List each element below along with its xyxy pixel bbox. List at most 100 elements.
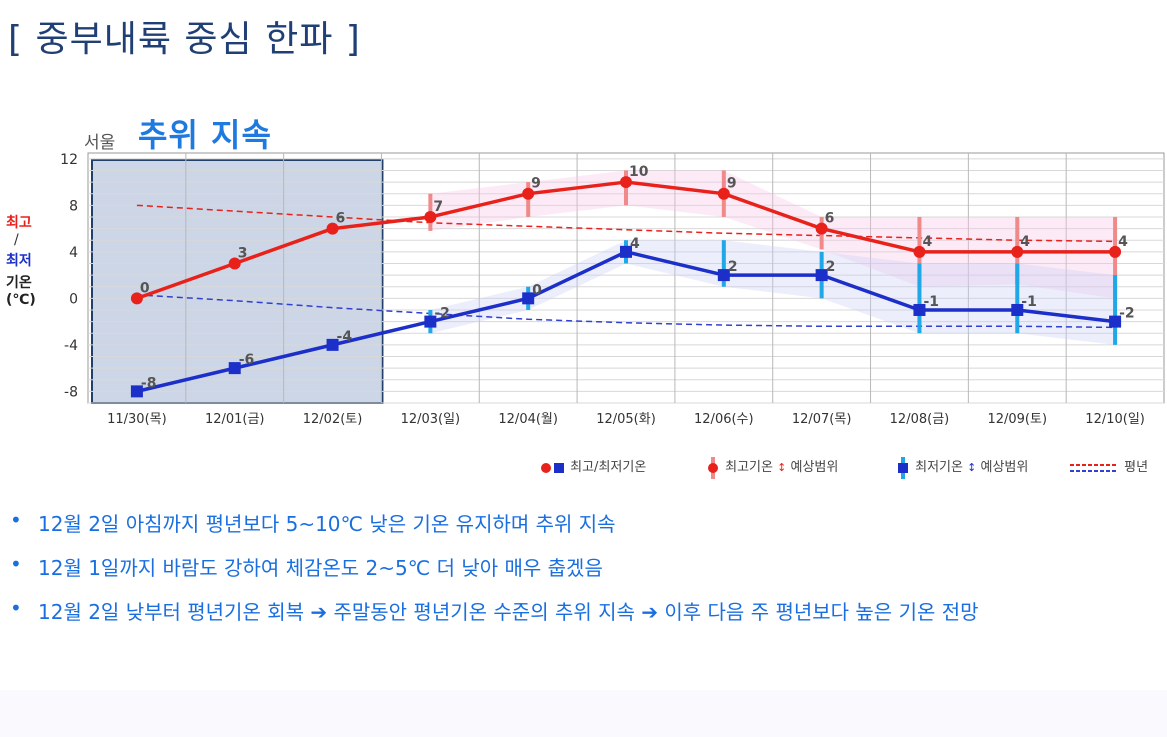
legend-high-range-suffix: 예상범위 (790, 460, 839, 475)
legend-normal: 평년 (1068, 456, 1148, 475)
legend-highlow-label: 최고/최저기온 (570, 460, 647, 475)
low-temp-point (717, 269, 730, 282)
low-temp-label: 0 (532, 282, 542, 298)
low-range-bar (1113, 275, 1118, 345)
low-temp-label: -2 (1119, 306, 1135, 322)
x-tick-label: 12/05(화) (596, 412, 656, 427)
x-tick-label: 11/30(목) (107, 412, 167, 427)
chart-subtitle: 추위 지속 (138, 116, 272, 154)
low-temp-point (1011, 303, 1024, 316)
x-tick-label: 12/07(목) (792, 412, 852, 427)
low-temp-label: -2 (434, 306, 450, 322)
legend-low-range-marker (898, 456, 908, 479)
x-tick-label: 12/03(일) (401, 412, 461, 427)
x-tick-label: 12/02(토) (303, 412, 363, 427)
bullet-item: • 12월 2일 낮부터 평년기온 회복 ➔ 주말동안 평년기온 수준의 추위 … (10, 596, 979, 640)
y-tick-label: 8 (69, 198, 78, 214)
y-tick-label: -8 (64, 384, 78, 400)
y-axis-label-slash: / (14, 232, 19, 248)
low-range-bar (1015, 263, 1020, 334)
bullet-marker: • (10, 552, 22, 576)
low-temp-point (424, 315, 437, 328)
x-tick-label: 12/04(월) (498, 412, 558, 427)
legend-highlow: 최고/최저기온 (540, 456, 646, 475)
legend-normal-marker (1070, 463, 1118, 472)
high-temp-label: 10 (629, 164, 649, 180)
high-temp-point (717, 187, 730, 200)
low-range-band (430, 240, 1116, 345)
updown-arrow-icon: ↕ (967, 461, 977, 474)
low-temp-point (522, 292, 535, 305)
high-temp-point (228, 257, 241, 270)
footer-band (0, 690, 1167, 737)
high-temp-point (522, 187, 535, 200)
y-tick-label: 4 (69, 245, 78, 261)
high-temp-point (326, 222, 339, 235)
low-temp-point (326, 338, 339, 351)
low-temp-point (620, 245, 632, 258)
low-temp-point (228, 362, 241, 375)
low-temp-label: -1 (923, 294, 939, 310)
y-axis-label-low: 최저 (6, 253, 32, 269)
high-temp-label: 4 (1020, 234, 1030, 250)
high-temp-point (1011, 245, 1024, 258)
x-tick-label: 12/06(수) (694, 412, 754, 427)
high-temp-label: 9 (727, 176, 737, 192)
legend-low-range-suffix: 예상범위 (980, 460, 1029, 475)
low-temp-label: -1 (1021, 294, 1037, 310)
y-axis-label-temp: 기온 (6, 275, 32, 291)
page-title: [ 중부내륙 중심 한파 ] (8, 19, 361, 60)
low-range-bar (721, 240, 726, 287)
updown-arrow-icon: ↕ (777, 461, 787, 474)
city-label: 서울 (84, 133, 116, 153)
low-temp-label: 2 (826, 259, 836, 275)
high-temp-point (620, 176, 632, 189)
high-temp-label: 4 (922, 234, 932, 250)
high-temp-label: 9 (531, 176, 541, 192)
low-temp-label: 2 (728, 259, 738, 275)
high-temp-point (913, 245, 926, 258)
high-temp-label: 7 (433, 199, 443, 215)
x-tick-label: 12/10(일) (1085, 412, 1145, 427)
bullet-text: 12월 1일까지 바람도 강하여 체감온도 2~5℃ 더 낮아 매우 춥겠음 (38, 556, 603, 580)
low-temp-label: -8 (141, 375, 157, 391)
legend-normal-label: 평년 (1124, 460, 1149, 475)
x-tick-label: 12/09(토) (987, 412, 1047, 427)
y-axis-label-unit: (℃) (6, 292, 36, 308)
y-tick-label: -4 (64, 338, 78, 354)
high-temp-label: 6 (825, 211, 835, 227)
low-temp-point (1109, 315, 1122, 328)
low-temp-point (815, 269, 828, 282)
high-range-band (430, 170, 1116, 299)
legend-high-range-label: 최고기온 (725, 460, 773, 475)
high-temp-point (130, 292, 143, 305)
low-temp-label: -6 (239, 352, 255, 368)
temperature-chart: -8 -4 0 4 8 12 11/30(목) 12/01(금) 12/02(토) 12/03(일… (60, 152, 1165, 427)
high-temp-label: 0 (140, 280, 150, 296)
y-axis-label-high: 최고 (6, 215, 32, 231)
x-tick-label: 12/08(금) (890, 412, 950, 427)
y-tick-label: 0 (69, 291, 78, 307)
x-tick-label: 12/01(금) (205, 412, 265, 427)
high-temp-point (424, 210, 437, 223)
low-temp-label: -4 (337, 329, 353, 345)
normal-high-line (136, 204, 1116, 243)
low-temp-label: 4 (630, 236, 640, 252)
legend-high-range: 최고기온 ↕ 예상범위 (705, 456, 838, 479)
bullet-list: • 12월 2일 아침까지 평년보다 5~10℃ 낮은 기온 유지하며 추위 지… (10, 508, 979, 640)
y-tick-label: 12 (60, 152, 78, 168)
bullet-item: • 12월 1일까지 바람도 강하여 체감온도 2~5℃ 더 낮아 매우 춥겠음 (10, 552, 979, 596)
high-temp-label: 4 (1118, 234, 1128, 250)
normal-low-line (136, 294, 1116, 329)
legend-highlow-marker (541, 462, 564, 473)
legend-low-range-label: 최저기온 (915, 460, 963, 475)
bullet-text: 12월 2일 낮부터 평년기온 회복 ➔ 주말동안 평년기온 수준의 추위 지속… (38, 600, 979, 624)
bullet-marker: • (10, 508, 22, 532)
bullet-item: • 12월 2일 아침까지 평년보다 5~10℃ 낮은 기온 유지하며 추위 지… (10, 508, 979, 552)
legend-high-range-marker (708, 456, 718, 479)
low-range-bar (917, 263, 922, 334)
legend-low-range: 최저기온 ↕ 예상범위 (895, 456, 1028, 479)
high-temp-label: 3 (238, 245, 248, 261)
high-temp-point (815, 222, 828, 235)
high-temp-point (1109, 245, 1122, 258)
